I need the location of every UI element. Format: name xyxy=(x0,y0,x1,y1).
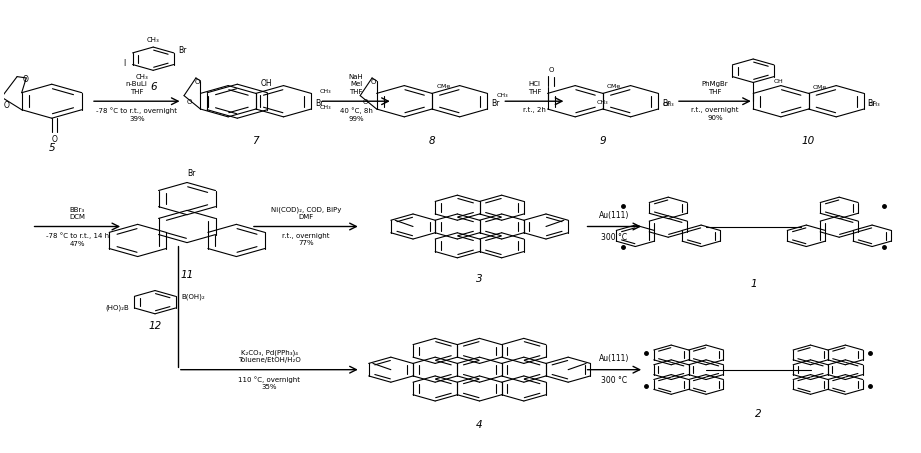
Text: I: I xyxy=(123,59,125,67)
Text: OMe: OMe xyxy=(437,84,450,89)
Text: CH₃: CH₃ xyxy=(146,38,159,43)
Text: 8: 8 xyxy=(428,135,436,146)
Text: r.t., overnight
77%: r.t., overnight 77% xyxy=(282,233,330,246)
Text: (HO)₂B: (HO)₂B xyxy=(105,305,129,311)
Text: r.t., overnight
90%: r.t., overnight 90% xyxy=(691,107,739,121)
Text: O: O xyxy=(22,75,29,84)
Text: O: O xyxy=(3,101,9,110)
Text: CH₃: CH₃ xyxy=(320,105,332,110)
Text: 4: 4 xyxy=(476,420,483,430)
Text: -78 °C to r.t., 14 h
47%: -78 °C to r.t., 14 h 47% xyxy=(46,233,109,247)
Text: O: O xyxy=(194,78,200,85)
Text: O: O xyxy=(549,67,554,73)
Text: OMe: OMe xyxy=(812,85,826,90)
Text: 1: 1 xyxy=(751,280,757,289)
Text: OMe: OMe xyxy=(607,84,621,89)
Text: 2: 2 xyxy=(755,409,762,419)
Text: O: O xyxy=(370,78,376,85)
Text: Br: Br xyxy=(187,169,196,178)
Text: 300 °C: 300 °C xyxy=(601,233,627,242)
Text: O: O xyxy=(187,99,192,105)
Text: K₂CO₃, Pd(PPh₃)₄
Toluene/EtOH/H₂O: K₂CO₃, Pd(PPh₃)₄ Toluene/EtOH/H₂O xyxy=(238,349,300,363)
Text: Br: Br xyxy=(179,46,187,55)
Text: Ni(COD)₂, COD, BiPy
DMF: Ni(COD)₂, COD, BiPy DMF xyxy=(271,206,341,220)
Text: CH₃: CH₃ xyxy=(136,74,148,80)
Text: 7: 7 xyxy=(252,135,259,146)
Text: Br: Br xyxy=(315,99,323,108)
Text: 3: 3 xyxy=(476,274,483,284)
Text: PhMgBr
THF: PhMgBr THF xyxy=(702,82,729,95)
Text: Br: Br xyxy=(868,99,876,108)
Text: NaH
MeI
THF: NaH MeI THF xyxy=(349,74,364,95)
Text: CH₃: CH₃ xyxy=(496,92,507,97)
Text: CH₃: CH₃ xyxy=(869,102,880,107)
Text: 110 °C, overnight
35%: 110 °C, overnight 35% xyxy=(239,376,300,390)
Text: HCl
THF: HCl THF xyxy=(528,82,542,95)
Text: 40 °C, 8h
99%: 40 °C, 8h 99% xyxy=(340,107,373,122)
Text: -78 °C to r.t., overnight
39%: -78 °C to r.t., overnight 39% xyxy=(97,107,177,122)
Text: 12: 12 xyxy=(148,321,162,331)
Text: Au(111): Au(111) xyxy=(600,211,630,220)
Text: r.t., 2h: r.t., 2h xyxy=(523,107,546,114)
Text: Au(111): Au(111) xyxy=(600,354,630,363)
Text: Br: Br xyxy=(491,99,499,108)
Text: OH: OH xyxy=(774,78,783,84)
Text: 9: 9 xyxy=(600,135,606,146)
Text: B(OH)₂: B(OH)₂ xyxy=(181,293,204,299)
Text: OH: OH xyxy=(261,79,272,88)
Text: CH₃: CH₃ xyxy=(662,102,674,107)
Text: CH₃: CH₃ xyxy=(597,100,609,105)
Text: n-BuLi
THF: n-BuLi THF xyxy=(126,82,147,95)
Text: O: O xyxy=(363,99,368,105)
Text: O: O xyxy=(52,135,57,144)
Text: 5: 5 xyxy=(49,143,55,153)
Text: BBr₃
DCM: BBr₃ DCM xyxy=(69,207,86,220)
Text: 6: 6 xyxy=(150,82,157,92)
Text: CH₃: CH₃ xyxy=(320,89,332,94)
Text: 300 °C: 300 °C xyxy=(601,376,627,385)
Text: 11: 11 xyxy=(181,270,193,280)
Text: 10: 10 xyxy=(802,135,815,146)
Text: Br: Br xyxy=(662,99,670,108)
